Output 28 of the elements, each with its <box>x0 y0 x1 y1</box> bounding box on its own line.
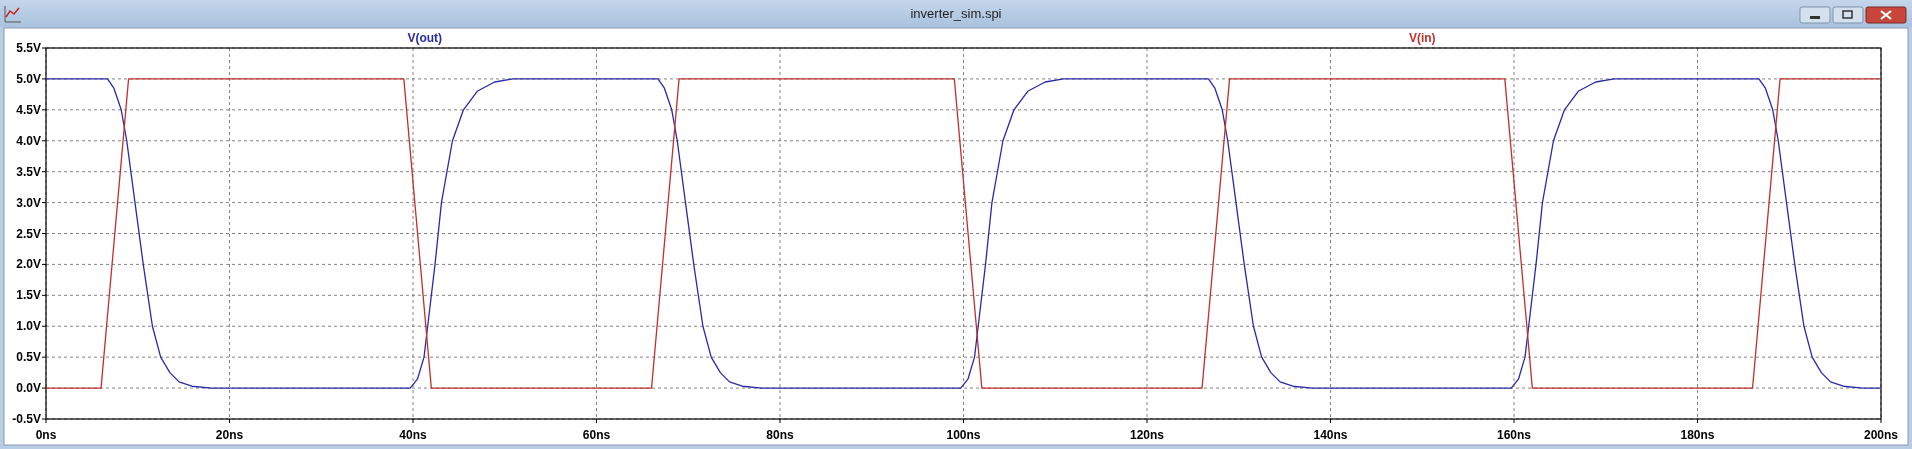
y-tick-label: 0.5V <box>16 350 41 365</box>
x-tick-label: 0ns <box>35 428 57 442</box>
y-tick-label: 3.5V <box>16 164 41 179</box>
x-tick-label: 120ns <box>1129 428 1165 442</box>
chart-title: inverter_sim.spi <box>910 6 1002 21</box>
text: V(out) <box>407 31 443 45</box>
y-tick-label: 5.0V <box>16 71 41 86</box>
x-tick-label: 160ns <box>1496 428 1532 442</box>
line-series <box>45 78 1882 389</box>
y-tick-label: 2.5V <box>16 226 41 241</box>
x-tick-label: 40ns <box>399 428 427 442</box>
y-tick-label: -0.5V <box>12 412 41 426</box>
x-tick-label: 180ns <box>1680 428 1715 442</box>
x-tick-label: 140ns <box>1313 428 1348 442</box>
y-tick-label: 1.5V <box>16 288 41 303</box>
y-tick-label: 2.0V <box>16 257 41 272</box>
y-tick-label: 3.0V <box>16 195 41 210</box>
y-tick-label: 1.0V <box>16 319 41 334</box>
y-tick-label: 5.5V <box>16 41 41 55</box>
text: V(in) <box>1408 31 1436 45</box>
y-tick-label: 4.0V <box>16 133 41 148</box>
x-tick-label: 20ns <box>215 428 244 442</box>
x-tick-label: 200ns <box>1863 428 1899 442</box>
x-tick-label: 100ns <box>946 428 981 442</box>
y-tick-label: 0.0V <box>16 381 41 396</box>
x-tick-label: 80ns <box>766 428 794 442</box>
x-tick-label: 60ns <box>582 428 611 442</box>
y-tick-label: 4.5V <box>16 102 41 117</box>
